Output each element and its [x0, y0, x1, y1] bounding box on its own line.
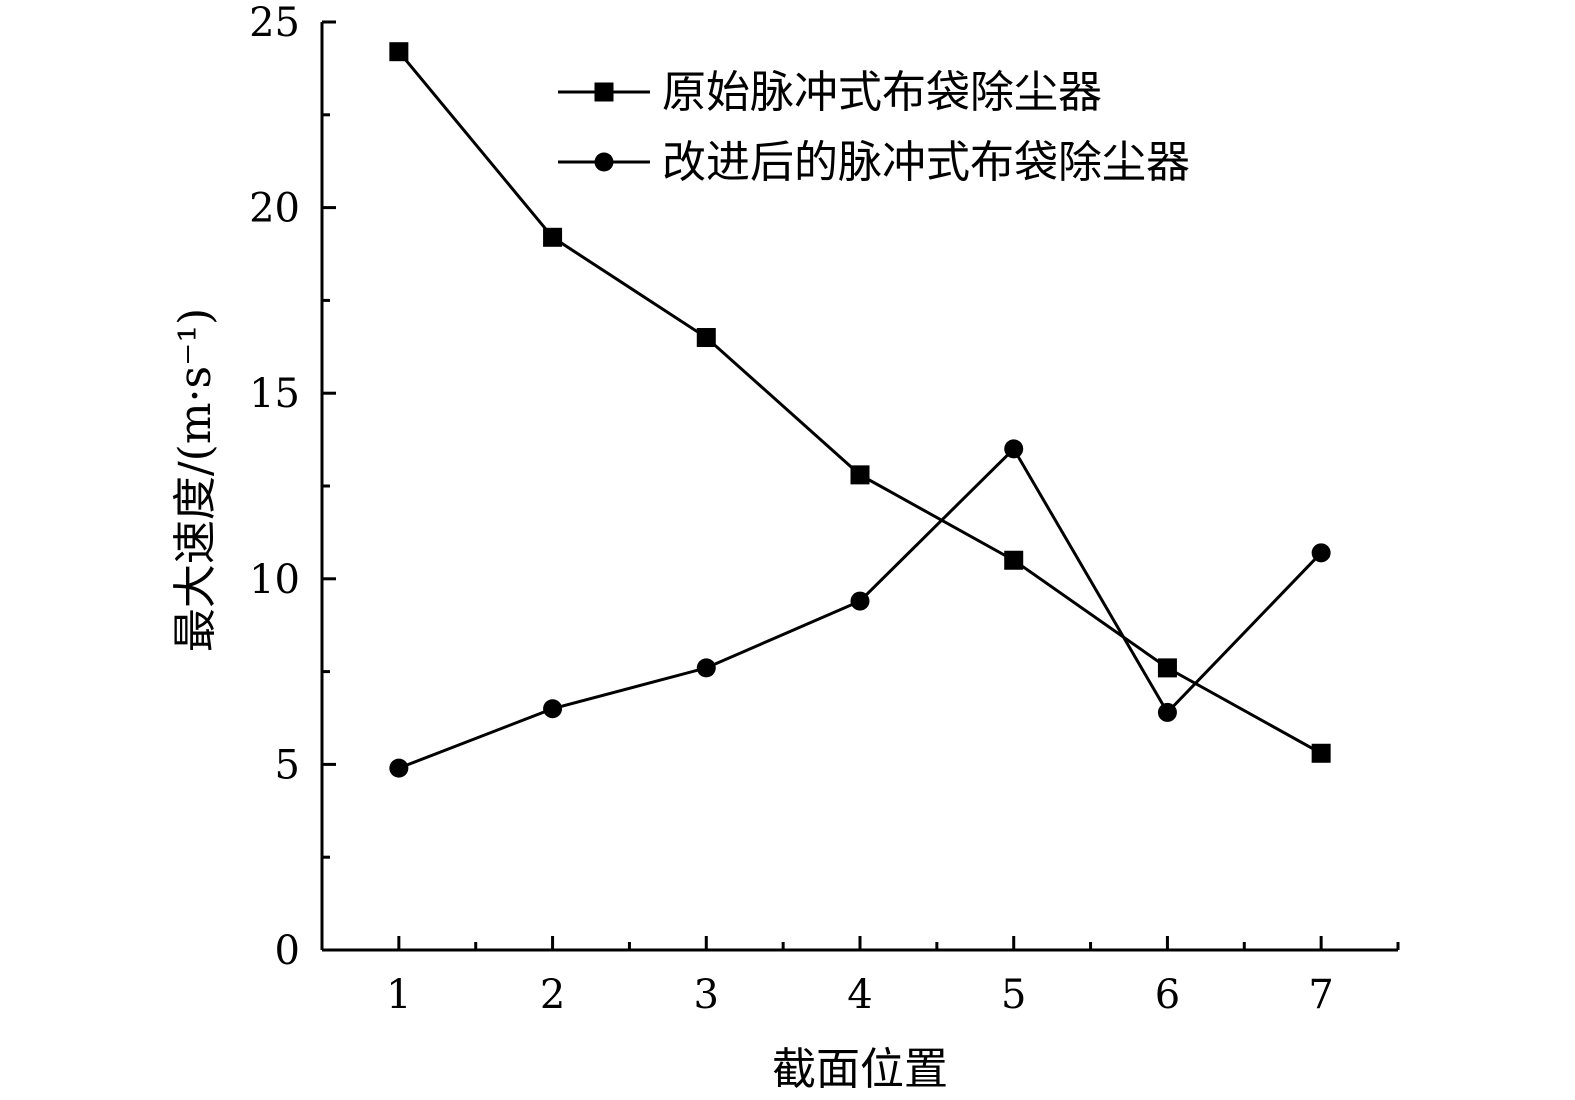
- x-tick-label: 5: [1001, 972, 1026, 1018]
- y-tick-label: 20: [249, 186, 300, 232]
- series-2-point: [1004, 439, 1024, 459]
- series-2-point: [696, 658, 716, 678]
- series-2-point: [1311, 543, 1331, 563]
- legend-label: 原始脉冲式布袋除尘器: [662, 67, 1102, 118]
- legend-marker: [594, 152, 614, 172]
- y-axis-label: 最大速度/(m·s⁻¹): [170, 308, 221, 652]
- series-2-point: [389, 758, 409, 778]
- series-2-point: [1157, 702, 1177, 722]
- series-2-point: [543, 699, 563, 719]
- x-tick-label: 1: [386, 972, 411, 1018]
- y-tick-label: 15: [249, 371, 300, 417]
- y-tick-label: 25: [249, 0, 300, 46]
- series-2-point: [850, 591, 870, 611]
- series-1-point: [543, 227, 563, 247]
- x-axis-label: 截面位置: [772, 1044, 948, 1095]
- series-1-point: [389, 42, 409, 62]
- y-tick-label: 0: [275, 928, 300, 974]
- series-2: [389, 439, 1331, 778]
- ticks: 0 5 10 15 20 25 1 2 3 4 5 6 7: [249, 0, 1400, 1018]
- legend-label: 改进后的脉冲式布袋除尘器: [662, 137, 1190, 188]
- x-tick-label: 3: [694, 972, 719, 1018]
- series-layer: [389, 42, 1331, 778]
- series-1-point: [1004, 550, 1024, 570]
- series-1-point: [1157, 658, 1177, 678]
- x-tick-label: 6: [1155, 972, 1180, 1018]
- legend-marker: [594, 82, 614, 102]
- x-tick-label: 2: [540, 972, 565, 1018]
- series-1-point: [850, 465, 870, 485]
- series-1: [389, 42, 1331, 763]
- series-1-point: [1311, 743, 1331, 763]
- series-1-point: [696, 328, 716, 348]
- x-tick-label: 7: [1308, 972, 1333, 1018]
- y-tick-label: 5: [275, 742, 300, 788]
- y-tick-label: 10: [249, 557, 300, 603]
- x-tick-label: 4: [847, 972, 872, 1018]
